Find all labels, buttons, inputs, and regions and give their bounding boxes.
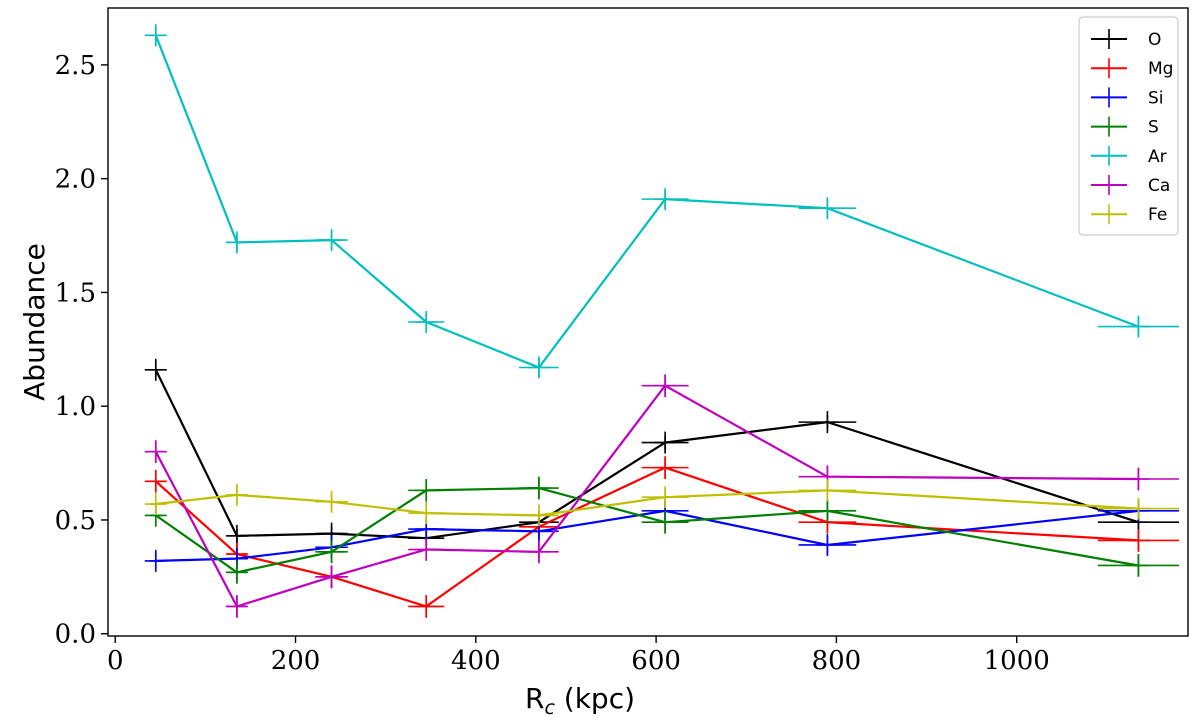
y-tick-label-0: 0.0 bbox=[55, 620, 96, 650]
data-point-fe-0 bbox=[144, 493, 167, 516]
data-point-fe-6 bbox=[798, 479, 857, 502]
y-tick-label-4: 2.0 bbox=[55, 165, 96, 195]
plot-area bbox=[144, 24, 1179, 618]
data-point-ca-1 bbox=[225, 595, 248, 618]
data-point-s-5 bbox=[641, 510, 689, 534]
data-point-ar-5 bbox=[641, 188, 689, 211]
data-point-fe-5 bbox=[641, 486, 689, 509]
legend-label-si: Si bbox=[1148, 88, 1164, 108]
y-axis-label: Abundance bbox=[18, 243, 51, 401]
data-point-fe-1 bbox=[225, 483, 248, 506]
data-point-mg-7 bbox=[1097, 529, 1179, 552]
data-point-fe-3 bbox=[408, 502, 445, 525]
x-axis-label-subscript: c bbox=[544, 697, 555, 719]
data-point-ar-6 bbox=[798, 197, 857, 220]
data-point-ar-3 bbox=[408, 311, 445, 333]
data-point-ar-0 bbox=[144, 24, 167, 47]
data-point-ar-4 bbox=[519, 356, 559, 379]
x-axis-label-main: R bbox=[525, 682, 544, 715]
x-tick-label-1: 200 bbox=[271, 646, 321, 676]
y-tick-label-1: 0.5 bbox=[55, 506, 96, 536]
legend: O Mg Si S Ar Ca Fe bbox=[1078, 16, 1179, 236]
data-point-s-4 bbox=[519, 476, 559, 500]
legend-item-si: Si bbox=[1091, 87, 1164, 108]
legend-box bbox=[1078, 16, 1179, 236]
y-tick-label-5: 2.5 bbox=[55, 51, 96, 81]
legend-label-fe: Fe bbox=[1148, 205, 1167, 225]
legend-label-o: O bbox=[1148, 30, 1161, 50]
legend-item-mg: Mg bbox=[1091, 58, 1173, 79]
data-point-ca-7 bbox=[1097, 467, 1179, 491]
data-point-ca-5 bbox=[641, 374, 689, 398]
axes-frame bbox=[107, 7, 1189, 637]
series-line-s bbox=[155, 486, 1139, 574]
data-point-mg-3 bbox=[408, 595, 445, 618]
data-point-o-0 bbox=[144, 358, 167, 381]
data-point-fe-4 bbox=[519, 504, 559, 527]
data-point-s-6 bbox=[798, 499, 857, 523]
data-point-ar-1 bbox=[225, 231, 248, 254]
data-point-o-5 bbox=[641, 431, 689, 454]
legend-item-ca: Ca bbox=[1091, 175, 1170, 196]
series-line-si bbox=[155, 509, 1139, 562]
x-tick-label-4: 800 bbox=[812, 646, 862, 676]
legend-item-o: O bbox=[1091, 29, 1161, 50]
data-point-ca-0 bbox=[144, 440, 167, 464]
data-point-si-0 bbox=[144, 549, 167, 572]
legend-label-s: S bbox=[1148, 118, 1159, 138]
legend-item-ar: Ar bbox=[1091, 145, 1167, 167]
data-point-mg-0 bbox=[144, 469, 167, 493]
data-point-s-2 bbox=[315, 540, 348, 564]
data-point-o-6 bbox=[798, 411, 857, 434]
legend-label-ca: Ca bbox=[1148, 176, 1170, 196]
data-point-mg-5 bbox=[641, 456, 689, 479]
series-line-ca bbox=[154, 384, 1139, 608]
x-axis-label-units: (kpc) bbox=[555, 682, 635, 715]
data-point-fe-7 bbox=[1097, 497, 1179, 520]
y-tick-label-3: 1.5 bbox=[55, 278, 96, 308]
series-line-fe bbox=[155, 489, 1139, 517]
x-tick-label-5: 1000 bbox=[984, 646, 1050, 676]
x-axis-label: Rc (kpc) bbox=[525, 682, 635, 719]
legend-label-ar: Ar bbox=[1148, 147, 1167, 167]
legend-label-mg: Mg bbox=[1148, 59, 1173, 79]
data-point-ca-3 bbox=[408, 538, 445, 561]
y-tick-label-2: 1.0 bbox=[55, 392, 96, 422]
data-point-s-1 bbox=[225, 560, 248, 584]
data-point-ar-7 bbox=[1097, 315, 1179, 338]
legend-item-s: S bbox=[1091, 116, 1159, 138]
data-point-s-3 bbox=[408, 479, 445, 502]
data-point-ar-2 bbox=[315, 229, 348, 252]
legend-item-fe: Fe bbox=[1091, 204, 1167, 225]
data-point-ca-2 bbox=[315, 565, 348, 589]
data-point-ca-4 bbox=[519, 540, 559, 564]
axes: 0 200 400 600 800 1000 0.0 0.5 1.0 1.5 2.0 2.5 bbox=[55, 7, 1189, 676]
data-point-si-6 bbox=[798, 533, 857, 556]
x-tick-label-0: 0 bbox=[107, 646, 124, 676]
data-point-s-7 bbox=[1097, 554, 1179, 577]
data-point-fe-2 bbox=[315, 490, 348, 513]
series-line-ar bbox=[154, 34, 1139, 369]
x-tick-label-3: 600 bbox=[631, 646, 681, 676]
x-tick-label-2: 400 bbox=[451, 646, 501, 676]
